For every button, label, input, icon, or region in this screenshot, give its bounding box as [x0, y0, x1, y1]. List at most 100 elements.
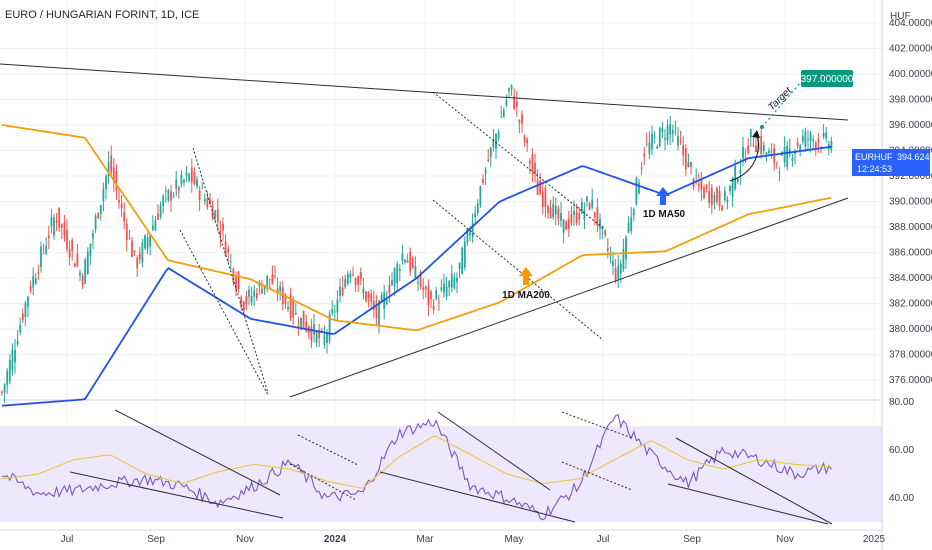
price-candle — [333, 311, 336, 313]
price-candle — [458, 262, 461, 269]
price-candle — [276, 288, 279, 294]
price-candle — [427, 286, 430, 305]
price-candle — [32, 276, 35, 288]
price-candle — [411, 258, 414, 268]
price-candle — [352, 274, 354, 276]
price-candle — [398, 268, 401, 272]
price-candle — [809, 132, 812, 142]
price-candle — [1, 391, 3, 394]
price-candle — [211, 205, 214, 220]
time-axis-tick: Nov — [776, 534, 794, 545]
price-candle — [614, 267, 617, 281]
price-candle — [731, 177, 734, 197]
rsi-axis-tick: 80.00 — [889, 397, 914, 408]
price-candle — [541, 191, 544, 208]
price-candle — [146, 237, 149, 249]
price-candle — [783, 146, 786, 163]
price-candle — [50, 217, 53, 227]
price-candle — [107, 161, 110, 177]
price-candle — [497, 131, 500, 138]
ma50-annotation: 1D MA50 — [643, 187, 686, 220]
trendline — [289, 197, 849, 398]
price-candle — [591, 199, 594, 208]
price-candle — [34, 278, 37, 284]
price-candle — [125, 223, 128, 241]
price-candle — [14, 349, 16, 363]
price-candle — [388, 284, 391, 294]
symbol-label: EURHUF — [855, 152, 893, 162]
price-candle — [645, 143, 648, 145]
price-candle — [443, 283, 445, 293]
price-candle — [393, 268, 396, 287]
price-candle — [791, 158, 794, 161]
time-axis-tick: Sep — [683, 534, 701, 545]
price-candle — [575, 212, 578, 224]
price-candle — [635, 177, 638, 205]
price-candle — [775, 162, 778, 164]
price-candle — [682, 145, 685, 156]
price-candle — [274, 276, 276, 277]
price-candle — [110, 155, 113, 173]
price-candle — [476, 203, 479, 214]
price-candle — [471, 222, 474, 238]
price-candle — [349, 273, 352, 278]
price-candle — [47, 235, 50, 239]
price-candle — [79, 272, 81, 276]
price-candle — [721, 205, 724, 211]
price-candle — [336, 299, 339, 313]
time-axis-tick: Mar — [416, 534, 434, 545]
price-candle — [414, 265, 417, 280]
price-candle — [677, 136, 679, 146]
price-candle — [297, 325, 300, 327]
price-candle — [367, 293, 370, 299]
price-candle — [651, 133, 653, 149]
price-candle — [705, 185, 708, 190]
price-candle — [216, 209, 219, 222]
price-candle — [825, 132, 828, 139]
price-candle — [271, 274, 274, 284]
price-candle — [292, 299, 295, 318]
price-candle — [619, 263, 622, 274]
price-candle — [726, 199, 729, 203]
price-candle — [536, 180, 539, 196]
price-candle — [729, 185, 731, 192]
price-candle — [227, 248, 230, 253]
price-candle — [248, 289, 250, 297]
trendline — [379, 471, 576, 523]
trendline — [675, 437, 833, 525]
price-axis-tick: 404.000000 — [889, 18, 932, 29]
price-candle — [224, 241, 227, 257]
price-candle — [279, 285, 282, 292]
price-candle — [739, 169, 742, 175]
price-candle — [747, 145, 750, 154]
price-candle — [201, 188, 204, 189]
price-candle — [401, 253, 404, 261]
price-candle — [814, 142, 817, 149]
currency-label: HUF — [890, 11, 911, 22]
price-candle — [229, 261, 232, 263]
price-candle — [289, 294, 292, 319]
price-candle — [128, 237, 131, 239]
price-candle — [94, 216, 97, 230]
price-candle — [190, 167, 193, 183]
price-candle — [466, 228, 469, 243]
target-price-label: 397.000000 — [801, 74, 854, 85]
time-axis-tick: Jul — [61, 534, 74, 545]
price-candle — [310, 326, 313, 341]
price-candle — [37, 272, 40, 274]
price-candle — [159, 205, 162, 217]
price-candle — [604, 230, 607, 235]
price-candle — [700, 180, 703, 190]
price-candle — [760, 136, 763, 154]
price-candle — [749, 128, 752, 138]
price-candle — [21, 313, 24, 321]
last-price-box — [852, 149, 930, 176]
price-candle — [11, 349, 14, 371]
price-candle — [346, 273, 349, 284]
price-candle — [170, 191, 172, 201]
price-candle — [690, 161, 692, 167]
price-candle — [133, 250, 136, 252]
